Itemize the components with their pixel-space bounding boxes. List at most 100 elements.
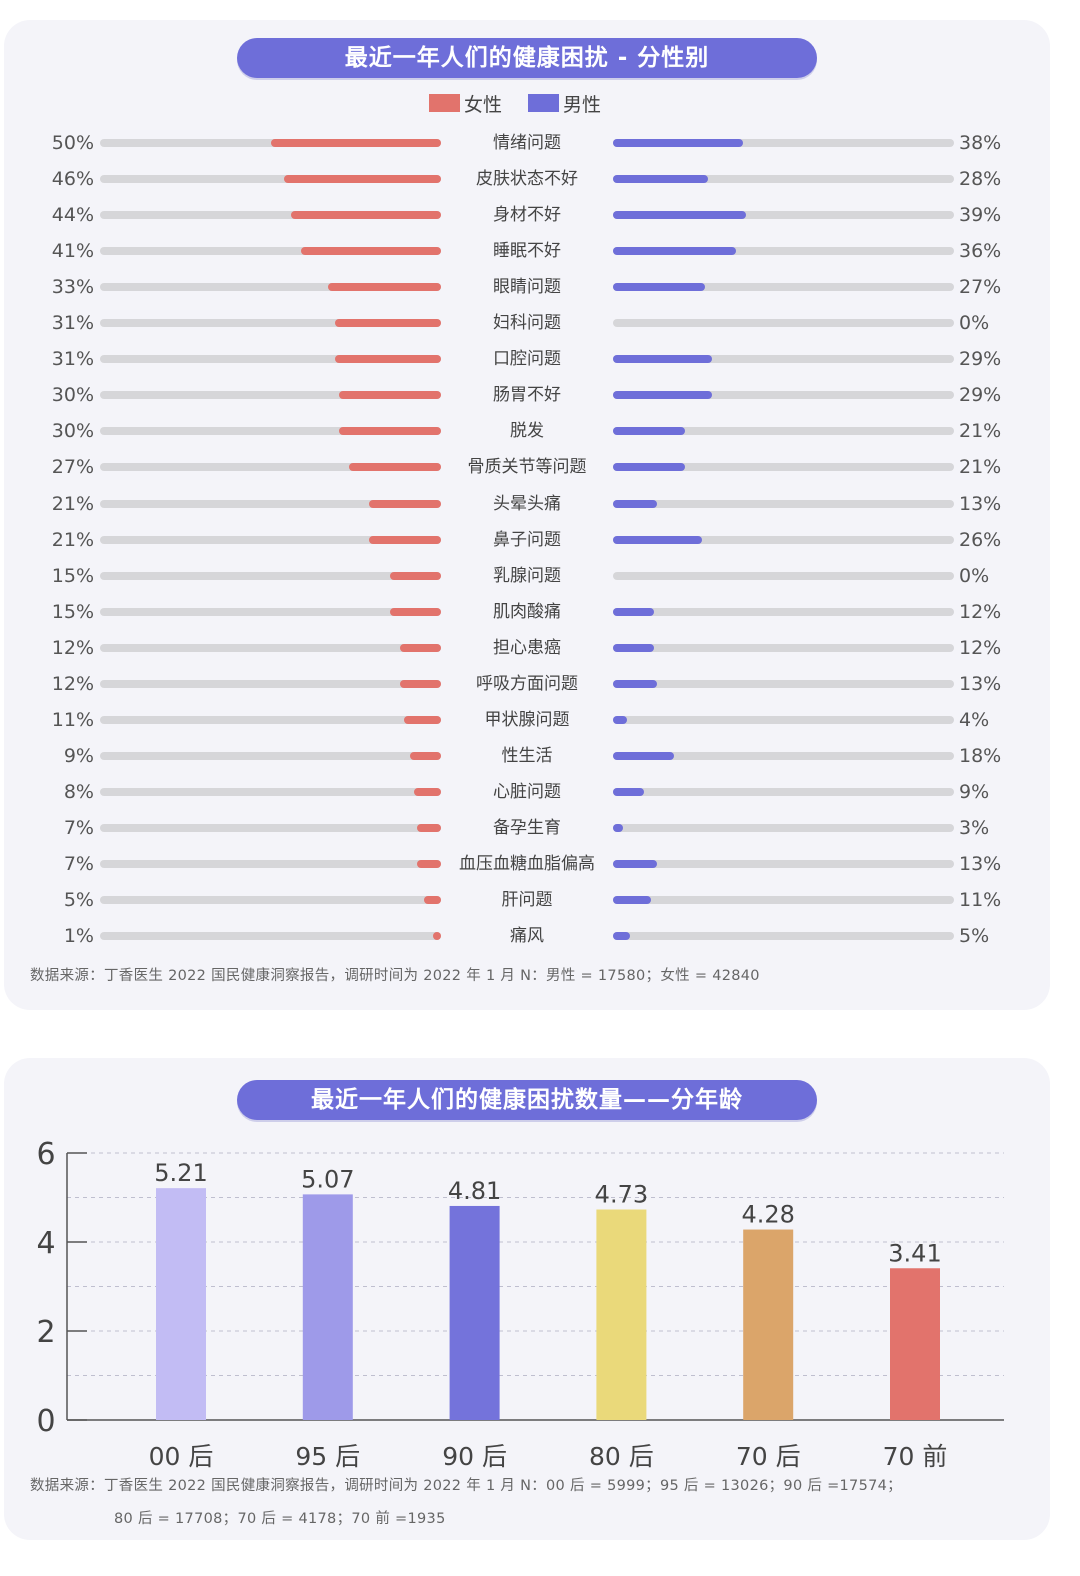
male-track <box>613 679 954 688</box>
male-track <box>613 139 954 147</box>
female-bar <box>389 571 441 580</box>
age-chart-source-line-2: 80 后 = 17708；70 后 = 4178；70 前 =1935 <box>114 1511 446 1527</box>
female-bar <box>423 896 441 905</box>
female-track <box>100 355 441 364</box>
gender-row: 31% 口腔问题 29% <box>4 344 1050 374</box>
male-value-label: 5% <box>959 925 990 948</box>
male-value-label: 39% <box>959 204 1002 227</box>
gender-chart-card: 最近一年人们的健康困扰 - 分性别 女性 男性 50% 情绪问题 38% 46% 皮肤状… <box>4 20 1050 1010</box>
age-chart-source-line-1: 数据来源：丁香医生 2022 国民健康洞察报告，调研时间为 2022 年 1 月… <box>30 1478 902 1494</box>
legend-male: 男性 <box>528 90 601 117</box>
gender-row: 7% 备孕生育 3% <box>4 813 1050 843</box>
female-track <box>100 823 441 832</box>
category-label: 血压血糖血脂偏高 <box>459 854 595 874</box>
male-bar <box>613 427 685 436</box>
gender-row: 15% 乳腺问题 0% <box>4 561 1050 591</box>
female-track <box>100 932 441 941</box>
gender-row: 8% 心脏问题 9% <box>4 777 1050 807</box>
gender-row: 9% 性生活 18% <box>4 741 1050 771</box>
female-bar <box>348 463 441 472</box>
female-value-label: 7% <box>63 853 94 875</box>
bar <box>743 1229 794 1420</box>
gender-row: 46% 皮肤状态不好 28% <box>4 164 1050 194</box>
female-bar <box>369 535 441 544</box>
male-value-label: 3% <box>959 816 990 839</box>
female-value-label: 30% <box>51 420 94 443</box>
female-track <box>100 715 441 724</box>
category-label: 身材不好 <box>493 205 561 226</box>
gender-row: 7% 血压血糖血脂偏高 13% <box>4 849 1050 879</box>
bar-value-label: 3.41 <box>888 1239 941 1267</box>
female-track <box>100 427 441 436</box>
female-track <box>100 571 441 580</box>
y-tick-label: 4 <box>36 1226 55 1261</box>
x-tick-label: 95 后 <box>295 1442 360 1471</box>
female-bar <box>417 823 441 832</box>
female-value-label: 21% <box>51 528 94 551</box>
category-label: 心脏问题 <box>493 781 561 802</box>
female-value-label: 30% <box>51 384 94 407</box>
male-bar <box>613 463 685 472</box>
male-track <box>613 896 954 905</box>
female-value-label: 33% <box>51 276 94 299</box>
female-bar <box>335 355 441 364</box>
gender-row: 5% 肝问题 11% <box>4 885 1050 915</box>
gender-chart-legend: 女性 男性 <box>429 90 627 116</box>
female-value-label: 21% <box>51 492 94 515</box>
category-label: 骨质关节等问题 <box>467 457 587 478</box>
category-label: 肝问题 <box>501 890 553 911</box>
female-bar <box>369 499 441 508</box>
male-track <box>613 355 954 364</box>
female-bar <box>413 787 441 796</box>
male-value-label: 21% <box>959 456 1002 479</box>
male-bar <box>613 715 627 724</box>
female-track <box>100 463 441 472</box>
male-track <box>613 427 954 436</box>
female-bar <box>400 643 441 652</box>
female-value-label: 31% <box>51 348 94 371</box>
gender-row: 15% 肌肉酸痛 12% <box>4 597 1050 627</box>
male-value-label: 27% <box>959 276 1002 299</box>
female-bar <box>335 319 441 328</box>
male-bar <box>613 751 675 760</box>
bar-value-label: 5.07 <box>301 1165 354 1193</box>
legend-female: 女性 <box>429 90 502 117</box>
male-value-label: 11% <box>959 889 1002 912</box>
category-label: 担心患癌 <box>493 637 561 658</box>
male-value-label: 12% <box>959 600 1002 623</box>
female-track <box>100 860 441 868</box>
male-bar <box>613 643 654 652</box>
male-value-label: 38% <box>959 132 1002 154</box>
male-track <box>613 571 954 580</box>
female-bar <box>338 391 441 400</box>
male-bar <box>613 211 746 220</box>
gender-row: 12% 担心患癌 12% <box>4 633 1050 663</box>
male-value-label: 13% <box>959 492 1002 515</box>
gender-row: 21% 鼻子问题 26% <box>4 525 1050 555</box>
gender-row: 41% 睡眠不好 36% <box>4 236 1050 266</box>
gender-row: 11% 甲状腺问题 4% <box>4 705 1050 735</box>
male-track <box>613 607 954 616</box>
male-value-label: 28% <box>959 168 1002 191</box>
male-bar <box>613 860 658 868</box>
gender-row: 30% 脱发 21% <box>4 416 1050 446</box>
female-bar <box>290 211 441 220</box>
age-bar-chart: 0 2 4 6 5.21 00 后 5.07 95 后 4.81 90 后 4.73 80 后 4.28… <box>36 1137 1004 1471</box>
female-value-label: 7% <box>63 816 94 839</box>
female-value-label: 15% <box>51 600 94 623</box>
male-value-label: 0% <box>959 564 990 587</box>
gender-chart-source: 数据来源：丁香医生 2022 国民健康洞察报告，调研时间为 2022 年 1 月… <box>30 968 760 984</box>
female-track <box>100 499 441 508</box>
male-bar <box>613 607 654 616</box>
male-value-label: 13% <box>959 672 1002 695</box>
bar <box>449 1205 500 1420</box>
category-label: 备孕生育 <box>493 817 561 838</box>
female-bar <box>410 751 441 760</box>
female-value-label: 1% <box>63 925 94 948</box>
female-track <box>100 896 441 905</box>
female-bar <box>328 283 441 292</box>
y-tick-label: 0 <box>36 1404 55 1439</box>
legend-female-label: 女性 <box>464 93 503 116</box>
male-value-label: 36% <box>959 240 1002 263</box>
male-bar <box>613 932 631 941</box>
